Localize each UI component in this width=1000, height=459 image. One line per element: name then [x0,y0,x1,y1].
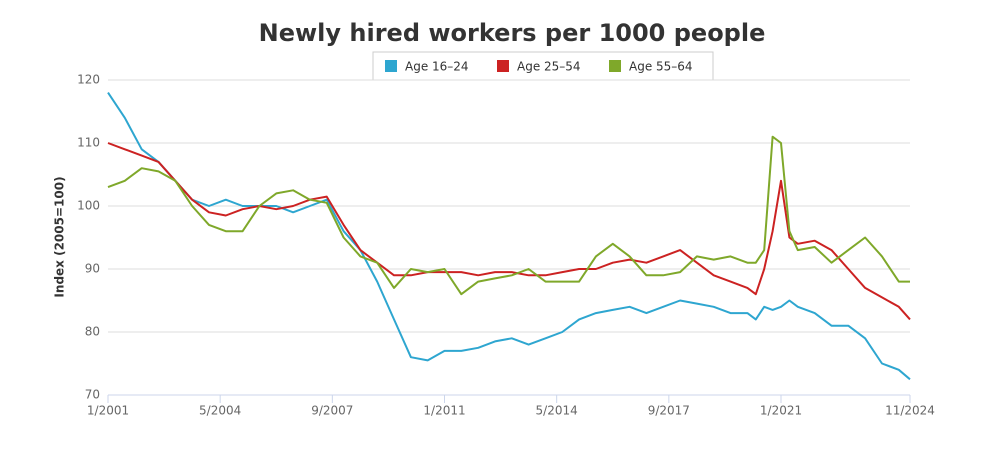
x-tick-label: 5/2014 [536,404,578,418]
x-tick-label: 9/2017 [648,404,690,418]
legend-text: Age 55–64 [629,60,693,74]
legend-swatch [385,60,397,72]
legend-text: Age 25–54 [517,60,581,74]
y-tick-label: 110 [77,136,100,150]
chart-title: Newly hired workers per 1000 people [259,19,766,47]
y-tick-label: 80 [85,325,100,339]
x-tick-label: 1/2011 [423,404,465,418]
legend-swatch [609,60,621,72]
x-tick-label: 9/2007 [311,404,353,418]
y-tick-label: 120 [77,73,100,87]
x-tick-label: 11/2024 [885,404,935,418]
line [107,135,910,296]
x-tick-label: 1/2021 [760,404,802,418]
legend-text: Age 16–24 [405,60,469,74]
x-tick-label: 1/2001 [87,404,129,418]
y-tick-label: 100 [77,199,100,213]
line [107,92,911,381]
y-tick-label: 90 [85,262,100,276]
y-tick-label: 70 [85,388,100,402]
x-tick-label: 5/2004 [199,404,241,418]
legend-swatch [497,60,509,72]
y-axis-label: Index (2005=100) [53,176,67,297]
legend-box [372,51,714,81]
